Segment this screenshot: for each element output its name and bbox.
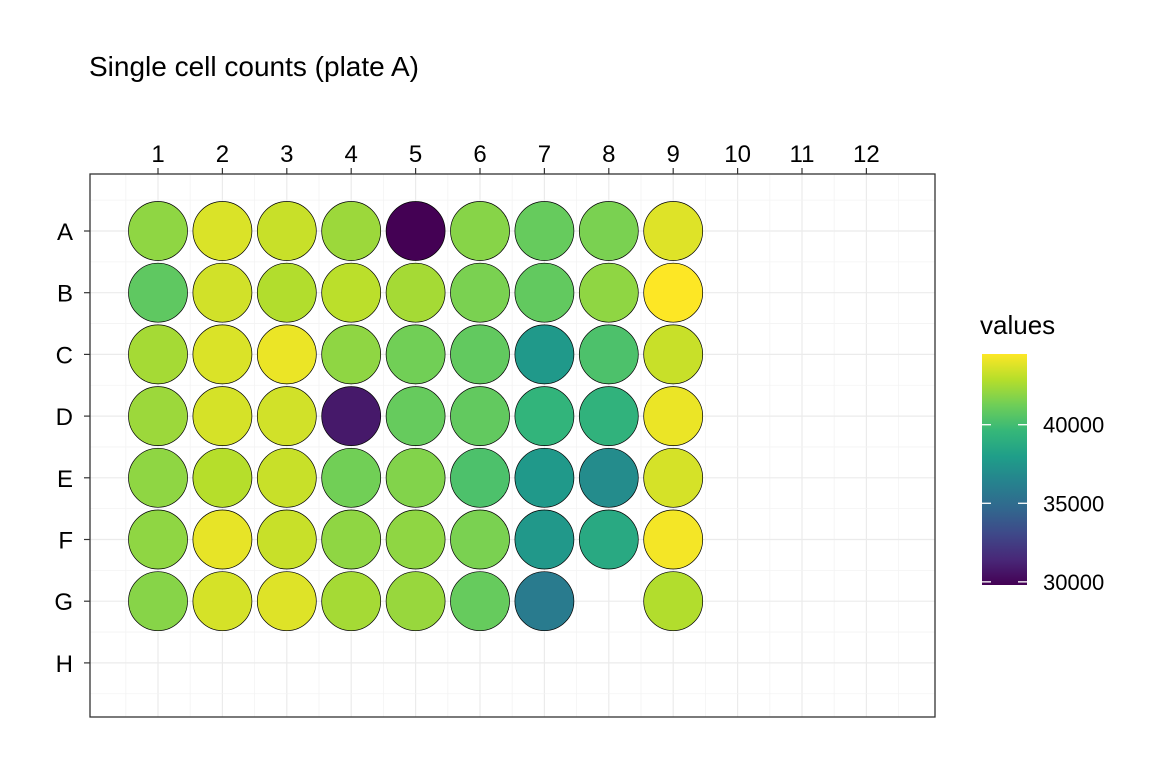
legend-colorbar xyxy=(982,354,1027,585)
well-G2 xyxy=(192,571,253,632)
well-F3 xyxy=(256,509,317,570)
well-B6 xyxy=(450,262,510,323)
row-tick-label: F xyxy=(58,528,73,555)
well-B8 xyxy=(578,262,639,323)
well-B2 xyxy=(192,262,253,323)
well-F9 xyxy=(643,509,704,570)
well-A2 xyxy=(192,201,253,261)
well-E2 xyxy=(192,447,253,508)
well-B1 xyxy=(128,262,188,323)
well-E7 xyxy=(514,447,575,508)
well-C1 xyxy=(128,324,188,385)
well-C2 xyxy=(192,324,253,385)
well-B5 xyxy=(385,262,446,323)
column-tick-label: 3 xyxy=(280,141,293,168)
well-C5 xyxy=(385,324,446,385)
well-G3 xyxy=(256,571,317,632)
well-A1 xyxy=(128,201,188,261)
well-E9 xyxy=(643,447,704,508)
color-legend: values 30000 35000 40000 xyxy=(980,310,1104,595)
well-A5 xyxy=(385,201,446,261)
plot-panel-border xyxy=(89,173,936,718)
wells xyxy=(128,201,704,632)
well-F8 xyxy=(578,509,639,570)
column-tick-label: 10 xyxy=(724,141,751,168)
well-F5 xyxy=(385,509,446,570)
well-F6 xyxy=(450,509,510,570)
column-tick-label: 5 xyxy=(409,141,422,168)
well-C9 xyxy=(643,324,704,385)
column-tick-label: 4 xyxy=(345,141,358,168)
well-E4 xyxy=(321,447,382,508)
well-C4 xyxy=(321,324,382,385)
chart-title: Single cell counts (plate A) xyxy=(89,51,419,82)
well-E5 xyxy=(385,447,446,508)
row-tick-label: B xyxy=(57,281,73,308)
well-G6 xyxy=(450,571,510,632)
column-tick-label: 9 xyxy=(667,141,680,168)
well-B7 xyxy=(514,262,575,323)
well-F1 xyxy=(128,509,188,570)
row-axis: A B C D E F G H xyxy=(54,219,90,678)
well-E3 xyxy=(256,447,317,508)
column-tick-label: 12 xyxy=(853,141,880,168)
column-tick-label: 1 xyxy=(151,141,164,168)
well-F2 xyxy=(192,509,253,570)
well-B4 xyxy=(321,262,382,323)
legend-title: values xyxy=(980,310,1055,340)
well-G1 xyxy=(128,571,188,632)
well-D4 xyxy=(321,386,382,446)
well-D7 xyxy=(514,386,575,446)
column-tick-label: 2 xyxy=(216,141,229,168)
row-tick-label: C xyxy=(56,342,73,369)
well-C6 xyxy=(450,324,510,385)
well-E8 xyxy=(578,447,639,508)
column-tick-label: 6 xyxy=(473,141,486,168)
legend-tick-label: 40000 xyxy=(1043,413,1104,438)
row-tick-label: H xyxy=(56,651,73,678)
well-A7 xyxy=(514,201,575,261)
well-E6 xyxy=(450,447,510,508)
well-A8 xyxy=(578,201,639,261)
well-B3 xyxy=(256,262,317,323)
row-tick-label: D xyxy=(56,404,73,431)
well-D8 xyxy=(578,386,639,446)
column-tick-label: 11 xyxy=(790,141,815,168)
legend-tick-label: 35000 xyxy=(1043,491,1104,516)
well-F4 xyxy=(321,509,382,570)
legend-tick-label: 30000 xyxy=(1043,570,1104,595)
legend-ticks: 30000 35000 40000 xyxy=(982,413,1104,595)
well-D5 xyxy=(385,386,446,446)
well-G5 xyxy=(385,571,446,632)
well-G9 xyxy=(643,571,704,632)
well-C7 xyxy=(514,324,575,385)
row-tick-label: E xyxy=(57,466,73,493)
well-D9 xyxy=(643,386,704,446)
well-A4 xyxy=(321,201,382,261)
column-tick-label: 7 xyxy=(538,141,551,168)
well-D1 xyxy=(128,386,188,446)
column-tick-label: 8 xyxy=(602,141,615,168)
well-G7 xyxy=(514,571,575,632)
well-A6 xyxy=(450,201,510,261)
well-D3 xyxy=(256,386,317,446)
well-A9 xyxy=(643,201,704,261)
well-C8 xyxy=(578,324,639,385)
well-E1 xyxy=(128,447,188,508)
well-A3 xyxy=(256,201,317,261)
well-D2 xyxy=(192,386,253,446)
well-B9 xyxy=(643,262,704,323)
well-D6 xyxy=(450,386,510,446)
row-tick-label: A xyxy=(57,219,73,246)
row-tick-label: G xyxy=(54,589,73,616)
well-F7 xyxy=(514,509,575,570)
well-C3 xyxy=(256,324,317,385)
well-G4 xyxy=(321,571,382,632)
column-axis: 1 2 3 4 5 6 7 8 9 10 11 12 xyxy=(151,141,880,174)
